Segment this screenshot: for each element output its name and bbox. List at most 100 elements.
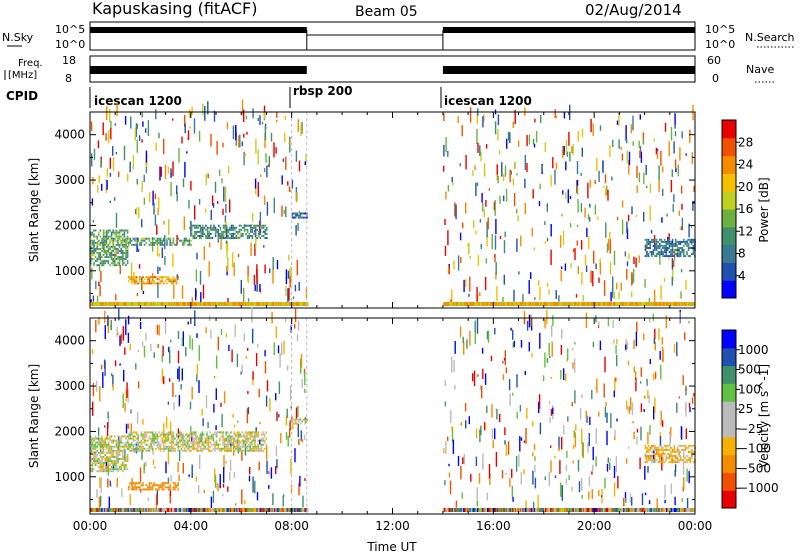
feature-cell	[239, 435, 242, 438]
ground-scatter-cell	[245, 302, 247, 306]
noise-cell	[692, 200, 694, 211]
ground-scatter-cell	[688, 302, 691, 306]
noise-cell	[567, 416, 569, 422]
noise-cell	[548, 472, 550, 487]
noise-cell	[576, 180, 579, 186]
ground-scatter-cell	[662, 508, 664, 512]
noise-cell	[565, 161, 567, 171]
noise-cell	[670, 179, 673, 193]
feature-cell	[179, 439, 181, 442]
feature-cell	[151, 449, 154, 452]
ground-scatter-cell	[227, 302, 230, 306]
noise-cell	[505, 444, 508, 456]
noise-cell	[473, 370, 476, 387]
ground-scatter-cell	[524, 508, 527, 512]
feature-cell	[659, 238, 661, 241]
ground-scatter-cell	[498, 508, 501, 512]
noise-cell	[296, 334, 299, 342]
noise-cell	[491, 428, 494, 439]
feature-cell	[250, 226, 252, 229]
noise-cell	[455, 204, 457, 220]
feature-cell	[177, 437, 179, 440]
ground-scatter-cell	[512, 302, 514, 306]
feature-cell	[183, 241, 186, 244]
feature-cell	[259, 232, 262, 235]
feature-cell	[655, 242, 658, 245]
ground-scatter-cell	[231, 508, 233, 512]
feature-cell	[679, 247, 682, 249]
ground-scatter-cell	[209, 302, 212, 306]
ground-scatter-cell	[647, 508, 649, 512]
noise-cell	[252, 328, 254, 344]
ground-scatter-cell	[600, 508, 603, 512]
feature-cell	[668, 457, 671, 460]
feature-cell	[115, 455, 118, 458]
y-tick-label: 2000	[54, 424, 85, 438]
feature-cell	[148, 482, 151, 485]
feature-cell	[125, 243, 127, 246]
feature-cell	[208, 237, 210, 239]
noise-cell	[462, 222, 464, 229]
feature-cell	[98, 239, 100, 242]
feature-cell	[230, 228, 233, 231]
noise-cell	[594, 204, 597, 215]
feature-cell	[654, 461, 656, 464]
feature-cell	[158, 435, 160, 438]
feature-cell	[236, 441, 239, 444]
feature-cell	[120, 252, 122, 254]
feature-cell	[175, 443, 178, 446]
noise-cell	[494, 428, 496, 440]
ground-scatter-cell	[619, 302, 622, 306]
feature-cell	[106, 451, 108, 454]
feature-cell	[306, 418, 308, 421]
noise-cell	[496, 409, 498, 420]
noise-cell	[451, 426, 453, 432]
ground-scatter-cell	[204, 508, 207, 512]
feature-cell	[106, 231, 108, 234]
feature-cell	[117, 470, 119, 473]
feature-cell	[153, 282, 155, 285]
feature-cell	[139, 241, 141, 244]
ground-scatter-cell	[301, 302, 304, 306]
feature-cell	[254, 435, 256, 438]
ground-scatter-cell	[274, 302, 276, 306]
feature-cell	[647, 255, 650, 258]
feature-cell	[668, 448, 671, 451]
feature-cell	[675, 238, 677, 241]
feature-cell	[646, 455, 648, 457]
feature-cell	[683, 240, 685, 243]
noise-cell	[639, 114, 641, 120]
noise-cell	[510, 327, 512, 331]
ground-scatter-cell	[446, 508, 449, 512]
noise-cell	[282, 495, 284, 507]
ground-scatter-cell	[658, 302, 661, 306]
ground-scatter-cell	[463, 508, 465, 512]
feature-cell	[137, 441, 139, 444]
ground-scatter-cell	[487, 302, 489, 306]
feature-cell	[153, 276, 155, 279]
feature-cell	[665, 251, 667, 254]
feature-cell	[687, 244, 690, 247]
feature-cell	[203, 232, 206, 235]
feature-cell	[662, 251, 664, 254]
ground-scatter-cell	[516, 302, 518, 306]
feature-cell	[171, 441, 173, 444]
ground-scatter-cell	[90, 508, 92, 512]
noise-cell	[502, 174, 505, 182]
feature-cell	[94, 447, 97, 450]
feature-cell	[127, 445, 130, 448]
feature-cell	[195, 237, 198, 239]
feature-cell	[651, 238, 653, 241]
feature-cell	[169, 486, 171, 489]
noise-cell	[145, 150, 148, 163]
feature-cell	[123, 252, 126, 254]
noise-cell	[110, 120, 112, 129]
ground-scatter-cell	[464, 302, 467, 306]
feature-cell	[147, 486, 149, 489]
feature-cell	[191, 435, 194, 438]
feature-cell	[147, 282, 149, 285]
feature-cell	[191, 431, 194, 434]
feature-cell	[148, 449, 151, 452]
feature-cell	[104, 231, 106, 234]
noise-cell	[505, 367, 508, 374]
